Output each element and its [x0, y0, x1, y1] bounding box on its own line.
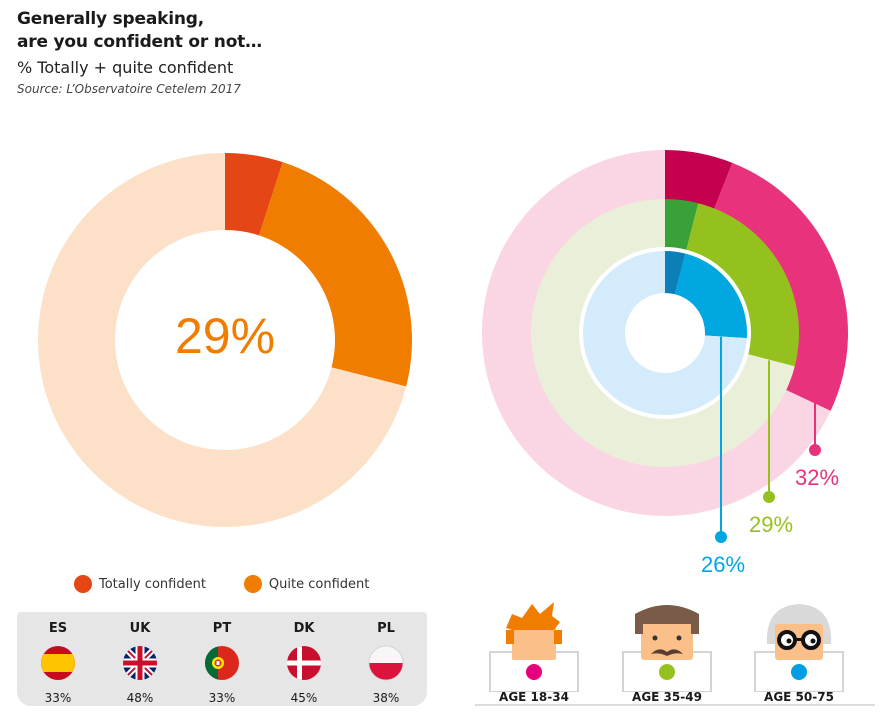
ring-value-label: 29%	[749, 512, 793, 537]
age-label: AGE 35-49	[632, 690, 702, 704]
title-line-1: Generally speaking,	[17, 9, 204, 29]
header: Generally speaking, are you confident or…	[17, 8, 262, 96]
ring-1-rest	[531, 199, 795, 467]
legend-dot-icon	[243, 575, 262, 593]
country-code: ES	[48, 621, 68, 636]
country-value: 48%	[126, 691, 154, 705]
age-card-35-49: AGE 35-49	[621, 600, 713, 706]
ring-value-label: 32%	[795, 465, 839, 490]
country-value: 33%	[44, 691, 72, 705]
poland-flag-icon	[368, 645, 404, 681]
donut-slice-2	[38, 153, 407, 527]
age-card-50-75: AGE 50-75	[753, 600, 845, 706]
age-rings-chart: 32%29%26%	[481, 150, 848, 577]
country-dk: DK 45%	[274, 612, 334, 705]
overall-donut-chart: 29%	[38, 153, 412, 527]
age-groups: AGE 18-34 AGE 35-49 AGE 50-75	[475, 600, 870, 710]
country-value: 33%	[208, 691, 236, 705]
ring-0-quite	[713, 162, 848, 411]
ring-value-label: 26%	[701, 552, 745, 577]
legend-label: Totally confident	[99, 576, 206, 592]
spain-flag-icon	[41, 646, 75, 680]
country-code: PT	[212, 621, 232, 636]
ring-2-rest	[583, 251, 747, 415]
title: Generally speaking, are you confident or…	[17, 8, 262, 54]
country-pt: PT 33%	[192, 612, 252, 705]
legend-dot-icon	[74, 575, 92, 593]
country-value: 45%	[290, 691, 318, 705]
young-man-icon	[489, 602, 579, 693]
ring-2-quite	[674, 253, 747, 339]
country-code: UK	[129, 621, 151, 636]
age-label: AGE 18-34	[499, 690, 569, 704]
country-code: DK	[293, 621, 315, 636]
subtitle: % Totally + quite confident	[17, 58, 234, 77]
ring-0-totally	[665, 150, 733, 211]
legend-item-quite: Quite confident	[243, 575, 370, 593]
age-ring-slices	[481, 150, 848, 516]
country-es: ES 33%	[28, 612, 88, 705]
ring-1-totally	[665, 199, 699, 250]
age-card-18-34: AGE 18-34	[488, 600, 580, 706]
floor-line	[475, 704, 875, 706]
legend-item-totally: Totally confident	[74, 575, 206, 593]
donut-slice-0	[225, 153, 283, 236]
main-donut-slices	[38, 153, 412, 527]
portugal-flag-icon	[205, 646, 239, 680]
ring-1-quite	[686, 203, 799, 367]
country-code: PL	[377, 621, 395, 636]
denmark-flag-icon	[287, 646, 321, 680]
leader-dot	[715, 531, 727, 543]
older-man-glasses-icon	[754, 604, 844, 693]
country-uk: UK 48%	[110, 612, 170, 705]
leader-dot	[809, 444, 821, 456]
center-value-label: 29%	[175, 308, 275, 364]
country-value: 38%	[372, 691, 400, 705]
age-ring-labels: 32%29%26%	[701, 336, 839, 577]
title-line-2: are you confident or not…	[17, 32, 262, 52]
country-panel: ES 33% UK 48% PT 33% DK	[17, 612, 427, 706]
country-pl: PL 38%	[356, 612, 416, 705]
mustache-man-icon	[622, 605, 712, 693]
legend: Totally confident Quite confident	[74, 575, 369, 593]
leader-dot	[763, 491, 775, 503]
ring-2-totally	[665, 251, 686, 295]
donut-slice-1	[258, 162, 412, 387]
uk-flag-icon	[123, 646, 157, 680]
age-label: AGE 50-75	[764, 690, 834, 704]
legend-label: Quite confident	[268, 576, 370, 592]
source-note: Source: L’Observatoire Cetelem 2017	[17, 82, 241, 96]
